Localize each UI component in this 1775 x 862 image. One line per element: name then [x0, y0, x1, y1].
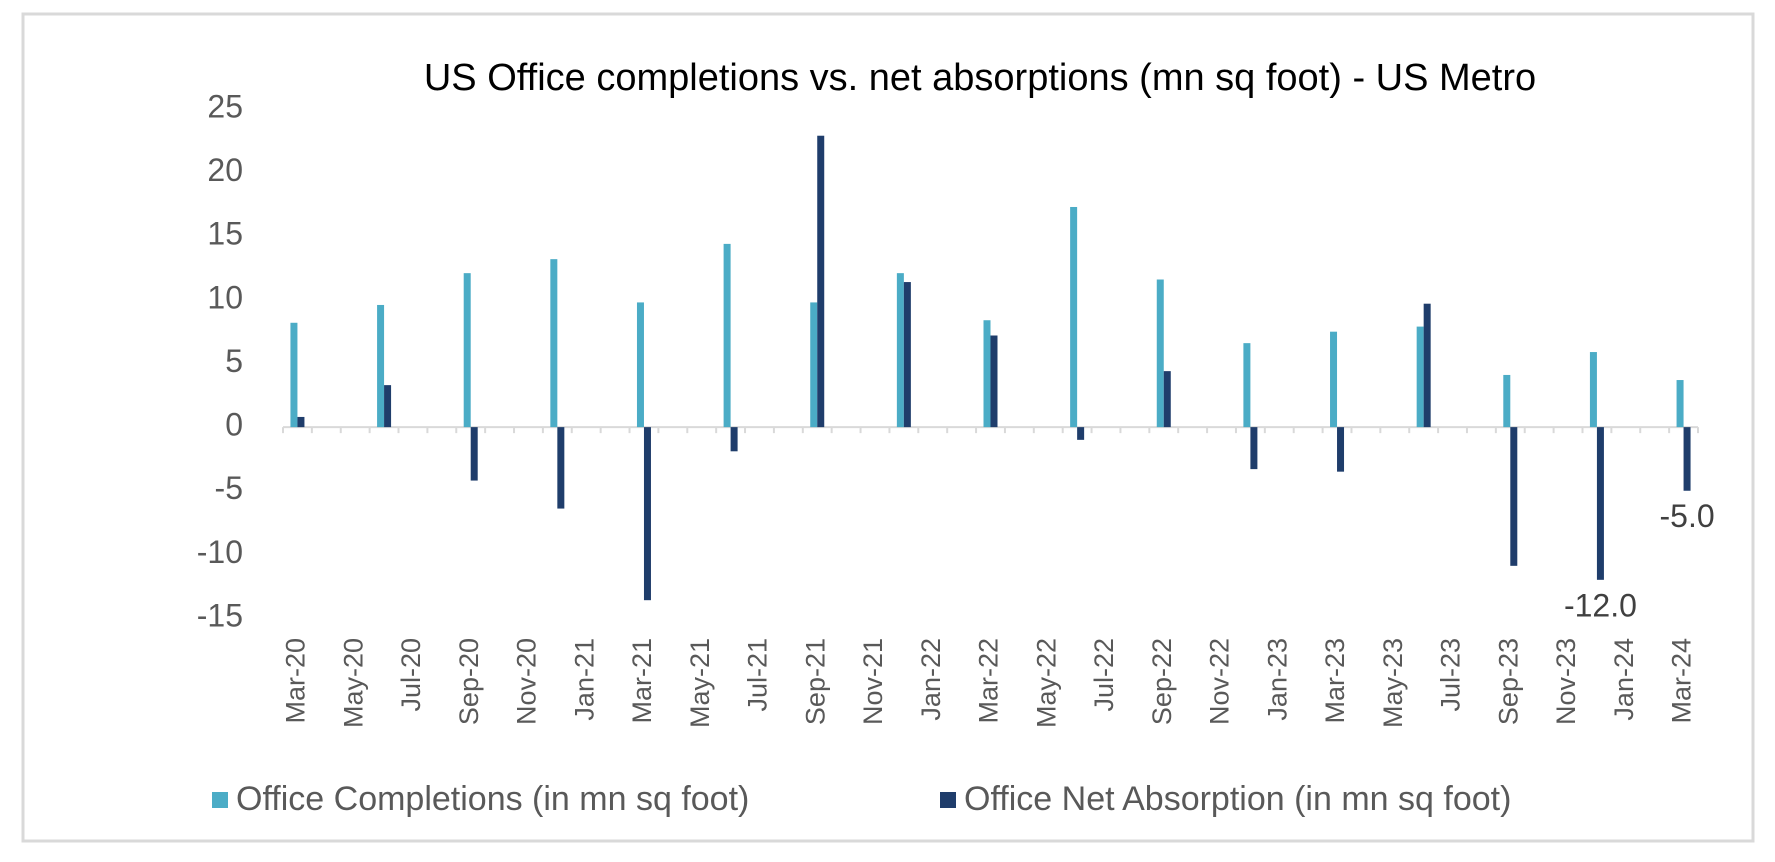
- x-tick-label: Mar-21: [627, 638, 657, 724]
- y-tick-label: -10: [197, 534, 243, 570]
- bar: [810, 302, 818, 428]
- bar: [470, 427, 478, 481]
- bar: [384, 385, 392, 428]
- bar: [1423, 303, 1431, 428]
- bar: [1250, 427, 1258, 470]
- bar: [896, 273, 904, 428]
- legend-swatch: [940, 792, 956, 808]
- x-tick-label: Mar-20: [281, 638, 311, 724]
- bar: [1330, 331, 1338, 428]
- bar: [1510, 427, 1518, 566]
- bar: [290, 322, 298, 428]
- bar: [1589, 352, 1597, 428]
- bar: [817, 135, 825, 428]
- bar: [1337, 427, 1345, 472]
- bar: [1676, 380, 1684, 428]
- bar: [643, 427, 651, 601]
- bar: [463, 273, 471, 428]
- bar: [550, 259, 558, 428]
- bar: [730, 427, 738, 452]
- x-tick-label: Nov-23: [1551, 638, 1581, 725]
- bar: [557, 427, 565, 509]
- bar: [1156, 279, 1164, 428]
- x-tick-label: Mar-23: [1320, 638, 1350, 724]
- x-tick-label: May-22: [1031, 638, 1061, 728]
- x-tick-label: Mar-24: [1667, 638, 1697, 724]
- y-tick-label: 5: [225, 343, 243, 379]
- x-tick-label: Jul-21: [743, 638, 773, 712]
- y-tick-label: -5: [215, 470, 243, 506]
- x-tick-label: Jul-23: [1436, 638, 1466, 712]
- bar: [983, 320, 991, 428]
- x-tick-label: Sep-23: [1493, 638, 1523, 725]
- x-tick-label: May-20: [338, 638, 368, 728]
- x-tick-label: Nov-21: [858, 638, 888, 725]
- x-tick-label: May-21: [685, 638, 715, 728]
- x-tick-label: Jan-21: [569, 638, 599, 721]
- x-tick-label: Mar-22: [974, 638, 1004, 724]
- x-tick-label: Nov-22: [1205, 638, 1235, 725]
- bar: [1070, 206, 1078, 428]
- legend-label: Office Net Absorption (in mn sq foot): [964, 780, 1511, 818]
- bar: [377, 304, 385, 428]
- x-tick-label: Jan-24: [1609, 638, 1639, 721]
- legend-label: Office Completions (in mn sq foot): [236, 780, 749, 818]
- bar: [903, 282, 911, 428]
- data-label: -12.0: [1564, 587, 1637, 623]
- legend-swatch: [212, 792, 228, 808]
- x-tick-label: Sep-20: [454, 638, 484, 725]
- x-tick-label: Jul-20: [396, 638, 426, 712]
- bar: [1163, 371, 1171, 428]
- x-tick-label: May-23: [1378, 638, 1408, 728]
- bar: [1596, 427, 1604, 580]
- y-tick-label: 10: [207, 279, 243, 315]
- bar: [636, 302, 644, 428]
- bar: [297, 416, 305, 428]
- x-tick-label: Sep-22: [1147, 638, 1177, 725]
- y-tick-label: 20: [207, 152, 243, 188]
- bar: [1243, 343, 1251, 428]
- x-tick-label: Jul-22: [1089, 638, 1119, 712]
- x-tick-label: Nov-20: [512, 638, 542, 725]
- bar: [1077, 427, 1085, 440]
- data-label: -5.0: [1659, 498, 1714, 534]
- y-tick-label: 15: [207, 216, 243, 252]
- bar: [1503, 374, 1511, 428]
- chart-title: US Office completions vs. net absorption…: [424, 57, 1536, 99]
- bar: [1683, 427, 1691, 491]
- bar: [990, 335, 998, 428]
- y-tick-label: 25: [207, 88, 243, 124]
- bar: [1416, 326, 1424, 428]
- y-tick-label: -15: [197, 597, 243, 633]
- bar: [723, 243, 731, 428]
- y-tick-label: 0: [225, 407, 243, 443]
- x-tick-label: Jan-22: [916, 638, 946, 721]
- x-tick-label: Sep-21: [800, 638, 830, 725]
- x-tick-label: Jan-23: [1262, 638, 1292, 721]
